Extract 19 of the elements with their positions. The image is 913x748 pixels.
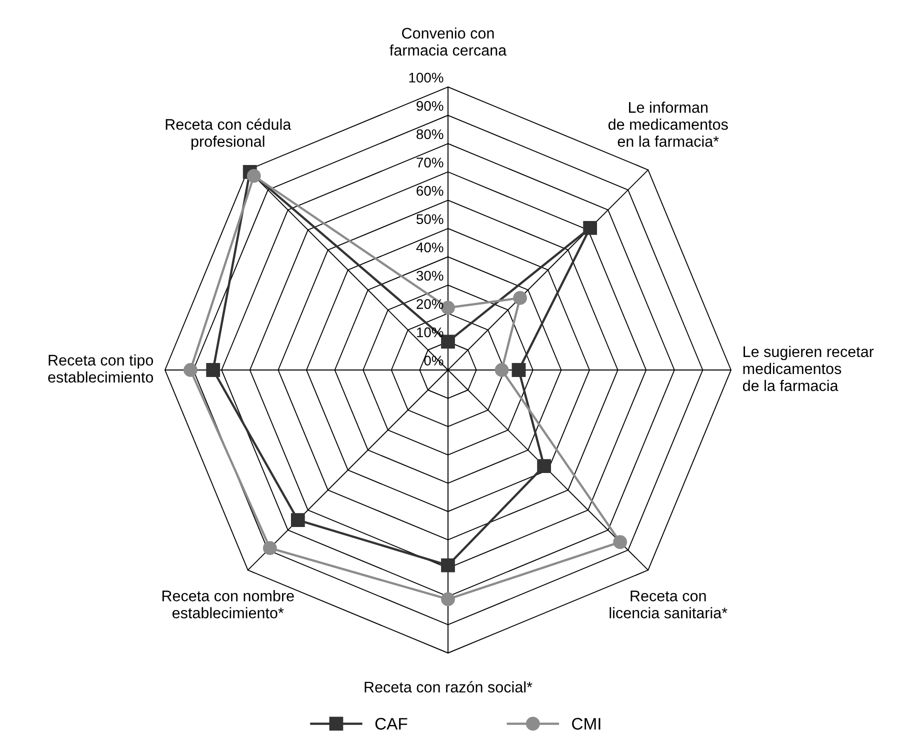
y-tick-label: 50% — [416, 214, 444, 224]
y-tick-label: 60% — [416, 186, 444, 196]
spoke-label: Receta con razón social* — [364, 681, 532, 693]
y-tick-label: 80% — [416, 129, 444, 140]
spoke-label: Receta con tipo establecimiento — [48, 354, 154, 383]
y-tick-label: 90% — [416, 101, 444, 111]
spoke-label: Receta con licencia sanitaria* — [610, 590, 728, 618]
legend-label: CMI — [572, 718, 600, 730]
y-tick-label: 70% — [416, 158, 444, 168]
spoke-label: Receta con nombre establecimiento* — [162, 590, 294, 618]
y-tick-label: 100% — [409, 72, 444, 83]
legend-label: CAF — [375, 718, 408, 730]
y-tick-label: 30% — [416, 270, 444, 281]
spoke-label: Le informan de medicamentos en la farmacia* — [608, 102, 728, 147]
spoke-label: Le sugieren recetar medicamentos de la farmacia — [742, 346, 874, 392]
spoke-label: Convenio con farmacia cercana — [390, 27, 507, 56]
y-tick-label: 40% — [416, 242, 444, 252]
y-tick-label: 20% — [416, 299, 444, 309]
spoke-label: Receta con cédula profesional — [166, 118, 292, 150]
